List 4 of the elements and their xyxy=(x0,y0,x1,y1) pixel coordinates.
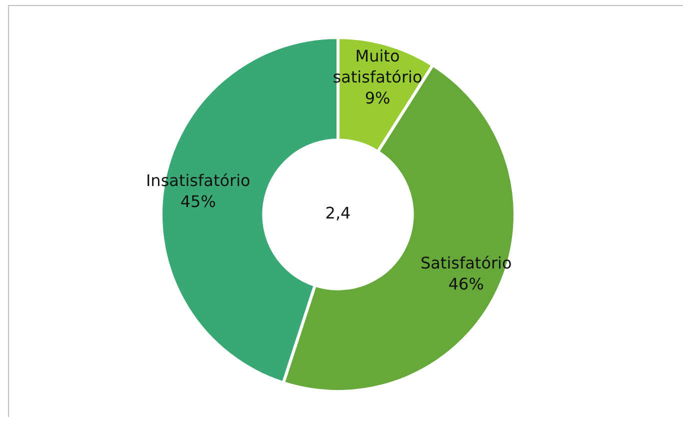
data-label: 9% xyxy=(364,88,390,108)
data-label: 46% xyxy=(448,274,484,294)
data-label: 45% xyxy=(180,192,216,212)
text: 2,4 xyxy=(325,204,351,223)
